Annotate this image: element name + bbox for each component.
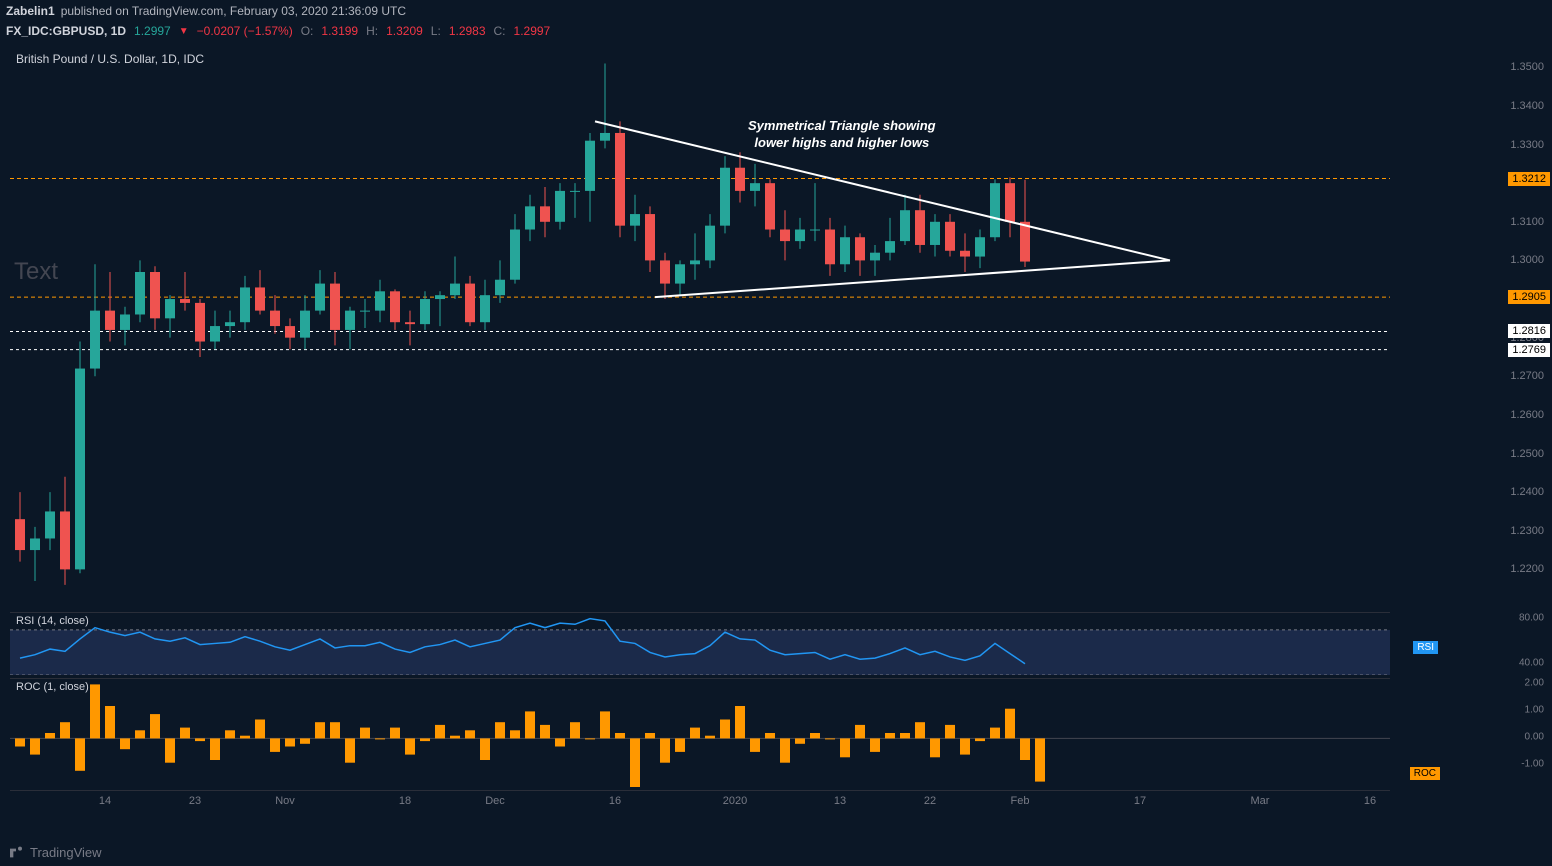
publish-info: published on TradingView.com, February 0… xyxy=(61,4,406,18)
h-label: H: xyxy=(366,24,378,38)
roc-panel[interactable]: ROC (1, close) ROC xyxy=(10,678,1390,786)
rsi-svg xyxy=(10,613,1390,675)
o-value: 1.3199 xyxy=(321,24,358,38)
roc-y-axis: 2.001.000.00-1.00 xyxy=(1492,678,1552,786)
main-chart[interactable]: British Pound / U.S. Dollar, 1D, IDC Tex… xyxy=(10,48,1390,608)
h-value: 1.3209 xyxy=(386,24,423,38)
c-value: 1.2997 xyxy=(514,24,551,38)
publish-header: Zabelin1 published on TradingView.com, F… xyxy=(0,0,1552,22)
candlestick-svg xyxy=(10,48,1390,608)
brand-text: TradingView xyxy=(30,845,102,860)
rsi-y-axis: 80.0040.00 xyxy=(1492,612,1552,674)
footer-brand: TradingView xyxy=(8,844,102,860)
symbol-ohlc-row: FX_IDC:GBPUSD, 1D 1.2997 ▼ −0.0207 (−1.5… xyxy=(0,22,1552,40)
time-x-axis: 1423Nov18Dec1620201322Feb17Mar16 xyxy=(10,790,1390,814)
roc-badge: ROC xyxy=(1410,767,1440,780)
change-down-icon: ▼ xyxy=(179,26,189,37)
l-label: L: xyxy=(431,24,441,38)
rsi-label: RSI (14, close) xyxy=(16,615,89,627)
change-value: −0.0207 (−1.57%) xyxy=(197,24,293,38)
roc-svg xyxy=(10,679,1390,787)
author-name: Zabelin1 xyxy=(6,4,55,18)
rsi-panel[interactable]: RSI (14, close) RSI xyxy=(10,612,1390,674)
o-label: O: xyxy=(301,24,314,38)
triangle-annotation: Symmetrical Triangle showinglower highs … xyxy=(748,118,936,152)
l-value: 1.2983 xyxy=(449,24,486,38)
c-label: C: xyxy=(494,24,506,38)
tradingview-logo-icon xyxy=(8,844,24,860)
rsi-badge: RSI xyxy=(1413,641,1438,654)
last-price: 1.2997 xyxy=(134,24,171,38)
price-y-axis: 1.22001.23001.24001.25001.26001.27001.28… xyxy=(1492,48,1552,608)
ticker-symbol: FX_IDC:GBPUSD, 1D xyxy=(6,24,126,38)
roc-label: ROC (1, close) xyxy=(16,681,89,693)
